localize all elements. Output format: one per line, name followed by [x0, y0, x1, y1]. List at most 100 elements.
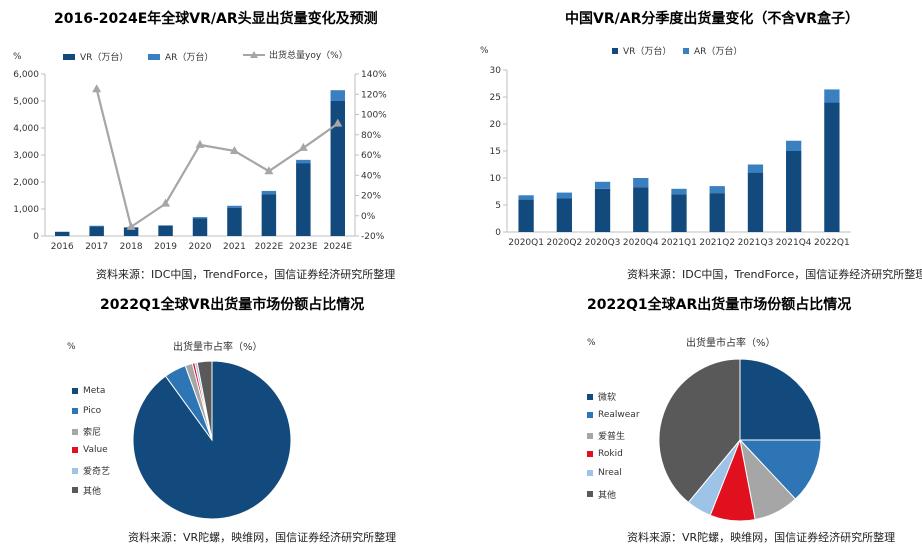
- bar-vr: [556, 198, 572, 232]
- legend-label: 爱普生: [598, 432, 626, 442]
- legend-label: Realwear: [598, 409, 640, 420]
- chart2-legend-ar-label: AR（万台）: [694, 47, 743, 57]
- bar-vr: [786, 151, 802, 232]
- legend-swatch: [587, 470, 593, 476]
- bar-ar: [158, 225, 173, 226]
- legend-item: Value: [72, 445, 108, 455]
- y2-tick-label: -20%: [361, 232, 385, 242]
- legend-item: Nreal: [587, 468, 622, 478]
- legend-item: 爱普生: [587, 429, 625, 442]
- y-tick-label: 0: [495, 228, 501, 238]
- y-tick-label: 5: [495, 201, 501, 211]
- legend-label: 其他: [83, 486, 102, 497]
- y2-tick-label: 40%: [361, 171, 381, 181]
- legend-swatch: [587, 432, 593, 439]
- y2-tick-label: 120%: [361, 90, 387, 100]
- bar-vr: [123, 227, 139, 236]
- chart2-title: 中国VR/AR分季度出货量变化（不含VR盒子）: [565, 11, 859, 27]
- chart4-panel: 2022Q1全球AR出货量市场份额占比情况 % 出货量市占率（%） 微软 Real…: [461, 290, 922, 555]
- x-tick-label: 2021Q2: [699, 238, 735, 248]
- x-tick-label: 2016: [51, 242, 74, 252]
- chart1-legend-ar: AR（万台）: [148, 50, 213, 63]
- bar-vr: [709, 193, 725, 232]
- chart3-subtitle: 出货量市占率（%）: [173, 342, 263, 353]
- yoy-point: [333, 118, 343, 127]
- chart4-source: 资料来源：VR陀螺，映维网，国信证券经济研究所整理: [627, 531, 896, 544]
- chart1-legend-vr: VR（万台）: [63, 50, 128, 63]
- yoy-point: [126, 221, 136, 230]
- bar-vr: [158, 225, 173, 236]
- chart1-title: 2016-2024E年全球VR/AR头显出货量变化及预测: [54, 11, 378, 27]
- y-tick-label: 30: [490, 66, 502, 76]
- bar-ar: [594, 181, 611, 189]
- bar-ar: [89, 225, 104, 227]
- pie-slice: [196, 360, 213, 441]
- x-tick-label: 2021: [223, 242, 246, 252]
- legend-item: Rokid: [587, 449, 623, 459]
- chart2-panel: 中国VR/AR分季度出货量变化（不含VR盒子） % VR（万台） AR（万台） …: [461, 0, 922, 290]
- legend-item: Meta: [72, 386, 105, 396]
- x-tick-label: 2020Q1: [508, 238, 544, 248]
- y-tick-label: 1,000: [13, 205, 39, 215]
- legend-swatch: [72, 428, 78, 435]
- y2-tick-label: 20%: [361, 192, 381, 202]
- legend-swatch: [148, 53, 160, 60]
- bar-vr: [54, 231, 70, 236]
- yoy-point: [229, 145, 239, 154]
- chart2-legend-vr: VR（万台）: [612, 44, 671, 57]
- legend-swatch: [587, 491, 593, 497]
- bar-vr: [633, 187, 649, 232]
- y-tick-label: 20: [490, 120, 502, 130]
- legend-item: 索尼: [72, 425, 101, 438]
- x-tick-label: 2023E: [289, 242, 318, 252]
- legend-label: Value: [83, 444, 108, 455]
- chart4-title: 2022Q1全球AR出货量市场份额占比情况: [587, 297, 852, 313]
- bar-vr: [296, 163, 311, 236]
- legend-swatch: [683, 47, 689, 54]
- chart1-legend-ar-label: AR（万台）: [165, 53, 214, 63]
- legend-item: 其他: [587, 488, 616, 501]
- legend-swatch: [587, 450, 593, 457]
- chart1-legend-vr-label: VR（万台）: [80, 53, 129, 63]
- bar-vr: [594, 188, 611, 232]
- bar-ar: [518, 195, 534, 200]
- y2-tick-label: 60%: [361, 151, 381, 161]
- x-tick-label: 2022E: [255, 242, 284, 252]
- y2-tick-label: 0%: [361, 212, 376, 222]
- y-tick-label: 5,000: [13, 97, 39, 107]
- chart2-legend-ar: AR（万台）: [683, 44, 742, 57]
- bar-vr: [671, 194, 687, 232]
- x-tick-label: 2020: [189, 242, 212, 252]
- bar-ar: [747, 164, 764, 173]
- legend-swatch: [63, 53, 75, 60]
- chart3-plot: [132, 360, 292, 520]
- legend-item: Pico: [72, 406, 101, 416]
- legend-swatch: [587, 411, 593, 418]
- chart2-legend-vr-label: VR（万台）: [623, 47, 672, 57]
- legend-label: Rokid: [598, 448, 623, 459]
- legend-label: 其他: [598, 490, 617, 501]
- x-tick-label: 2024E: [323, 242, 352, 252]
- x-tick-label: 2021Q3: [738, 238, 774, 248]
- bar-ar: [824, 89, 840, 103]
- chart3-unit-label: %: [67, 342, 76, 352]
- legend-item: Realwear: [587, 410, 640, 420]
- legend-swatch: [72, 467, 78, 474]
- x-tick-label: 2017: [85, 242, 108, 252]
- bar-vr: [330, 101, 346, 236]
- pie-slice: [658, 358, 741, 504]
- y-tick-label: 6,000: [13, 70, 39, 80]
- x-tick-label: 2020Q2: [546, 238, 582, 248]
- legend-label: Meta: [83, 386, 106, 396]
- bar-ar: [709, 186, 725, 194]
- chart2-unit-label: %: [480, 46, 489, 56]
- x-tick-label: 2018: [120, 242, 143, 252]
- yoy-point: [298, 142, 308, 151]
- bar-ar: [227, 205, 242, 208]
- legend-label: 索尼: [83, 428, 102, 438]
- bar-vr: [261, 194, 277, 236]
- x-tick-label: 2020Q4: [623, 238, 659, 248]
- bar-vr: [824, 102, 840, 233]
- chart2-source: 资料来源：IDC中国，TrendForce，国信证券经济研究所整理: [627, 268, 922, 281]
